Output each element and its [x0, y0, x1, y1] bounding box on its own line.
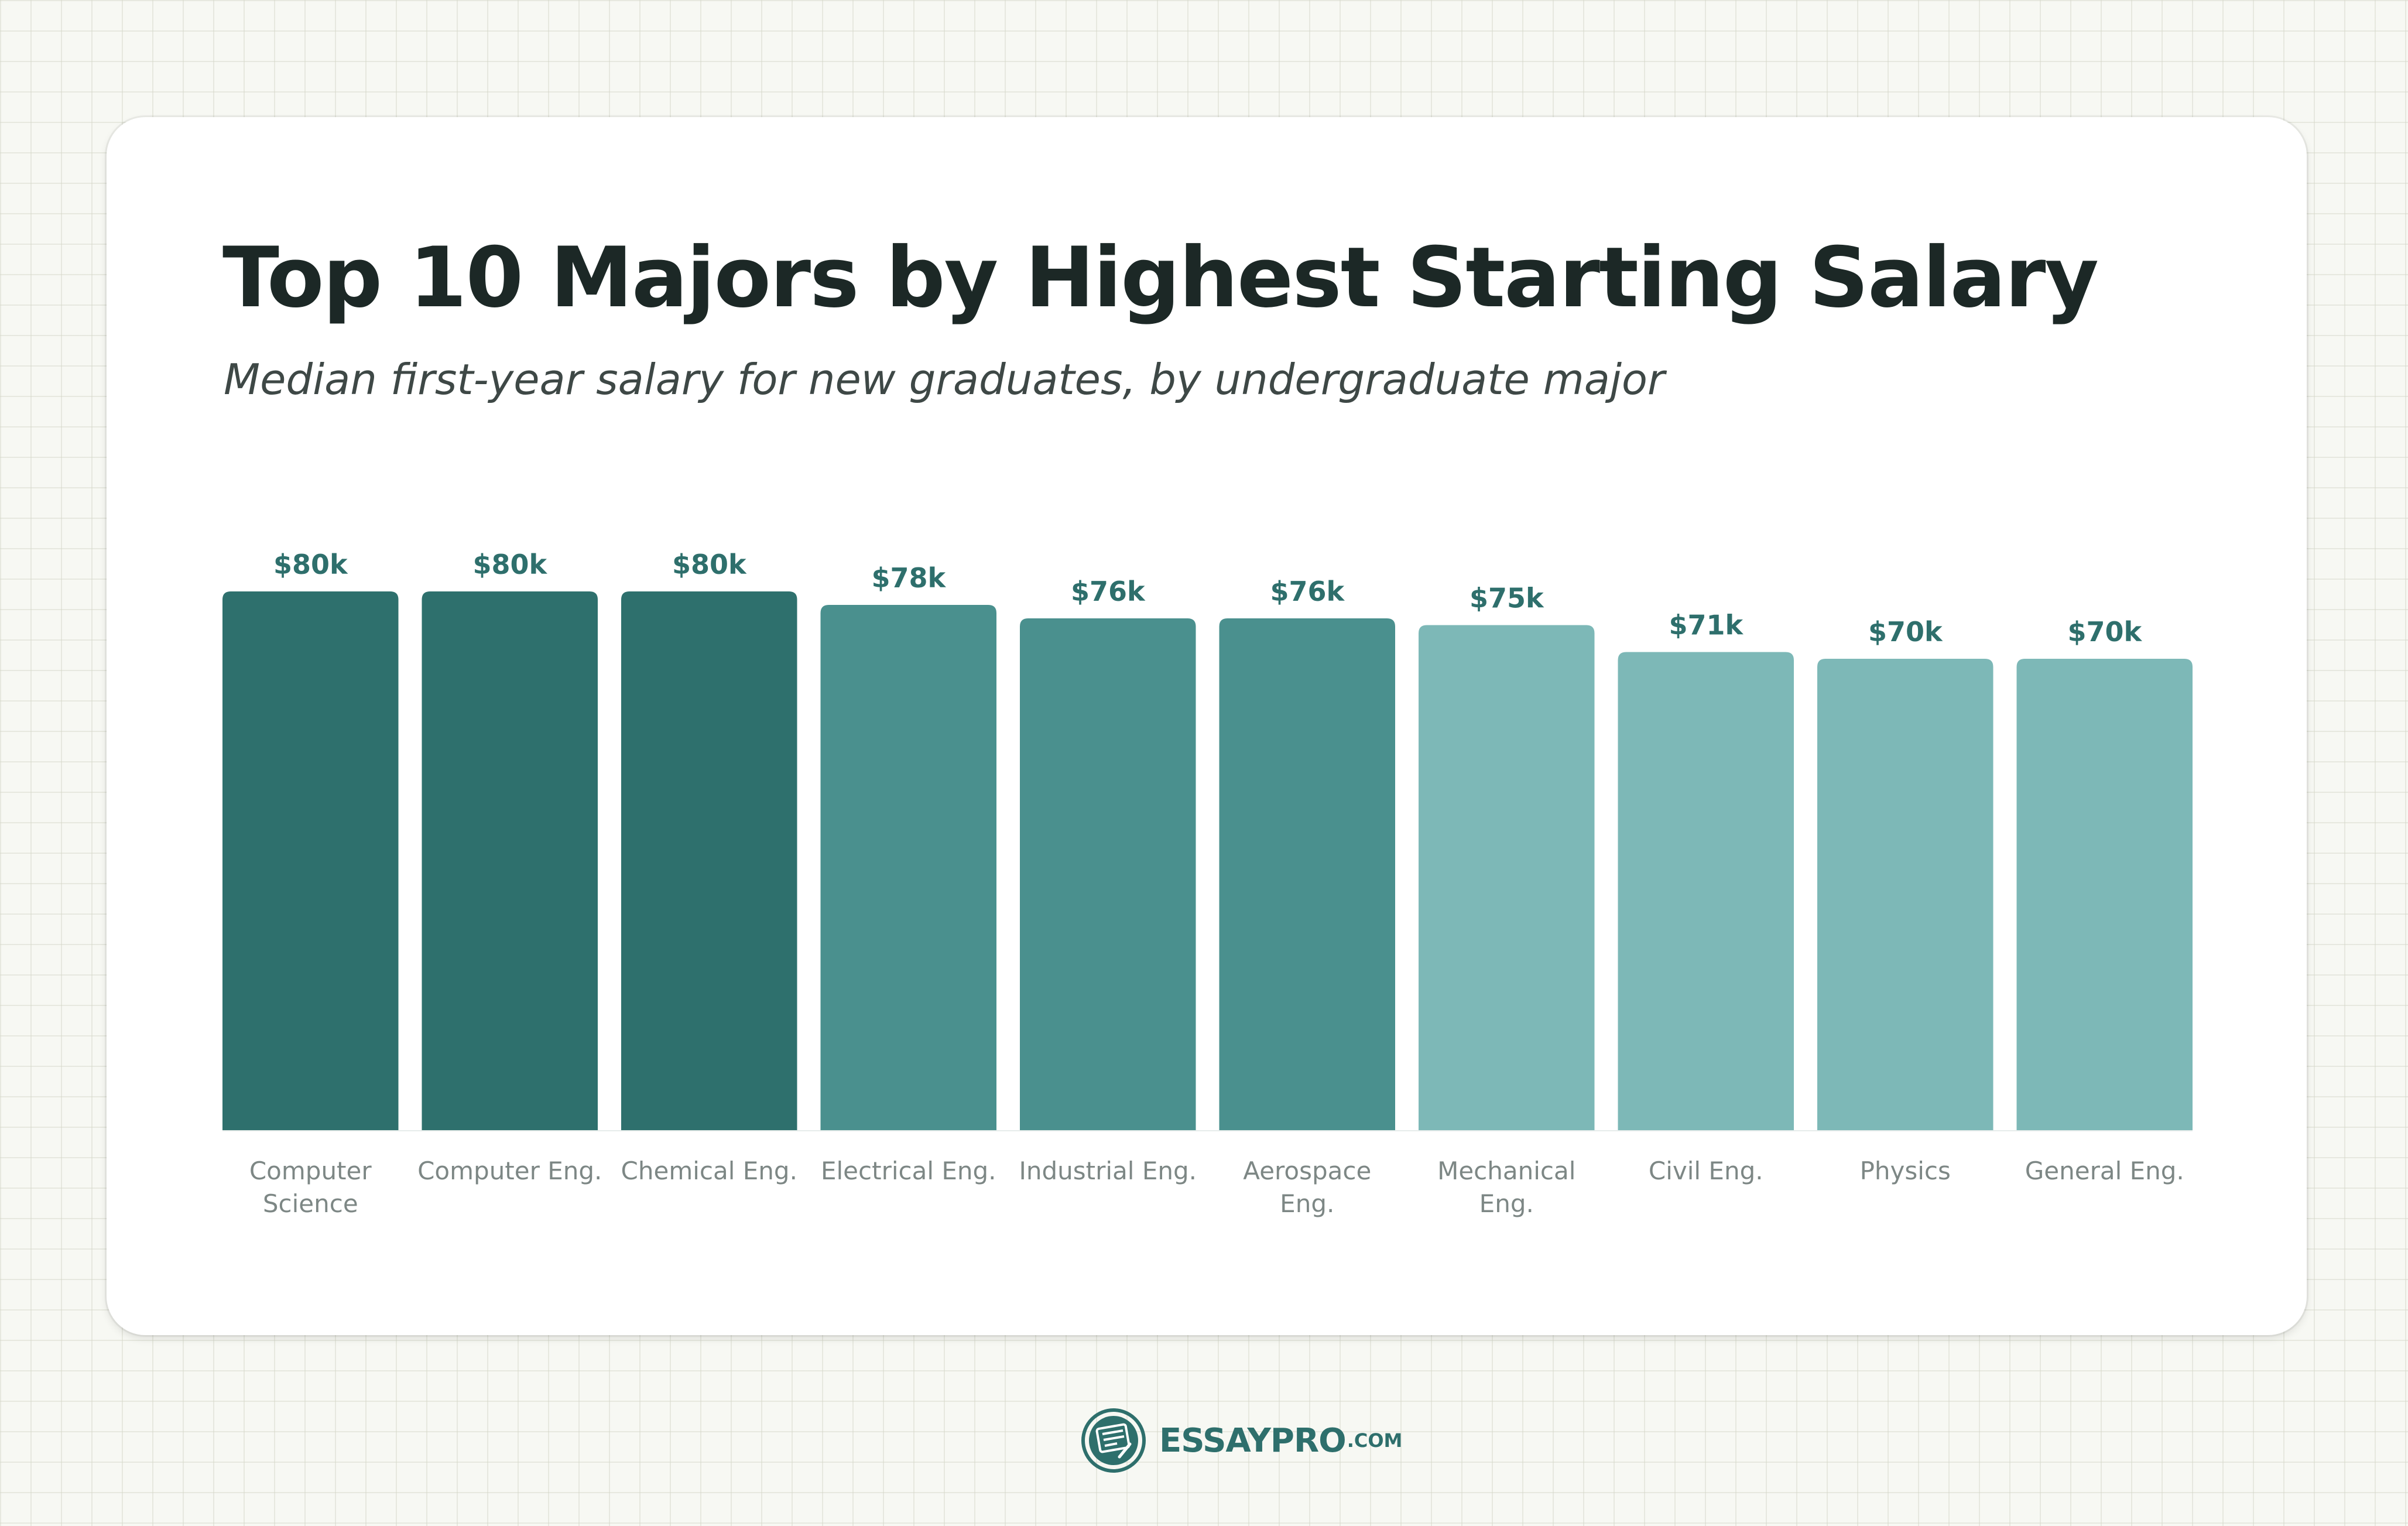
bar-value-label: $70k — [1868, 616, 1943, 648]
bar-value-label: $76k — [1071, 576, 1146, 607]
bar[interactable] — [2016, 659, 2193, 1130]
category-label: Chemical Eng. — [621, 1157, 797, 1185]
bar-value-label: $80k — [472, 549, 547, 580]
bar[interactable] — [621, 591, 797, 1130]
category-label: Civil Eng. — [1649, 1157, 1763, 1185]
bar-value-label: $71k — [1669, 610, 1744, 641]
document-pen-icon — [1081, 1408, 1146, 1473]
bar-value-label: $80k — [672, 549, 747, 580]
category-label: Aerospace Eng. — [1243, 1157, 1371, 1218]
bar-value-label: $78k — [871, 562, 946, 594]
category-label: Computer Science — [249, 1157, 372, 1218]
bar[interactable] — [222, 591, 399, 1130]
brand-footer[interactable]: ESSAYPRO .COM — [1081, 1405, 1402, 1476]
bar[interactable] — [422, 591, 598, 1130]
chart-subtitle: Median first-year salary for new graduat… — [224, 355, 1665, 404]
category-label: Computer Eng. — [417, 1157, 602, 1185]
bar[interactable] — [820, 605, 997, 1130]
bar[interactable] — [1419, 625, 1595, 1131]
category-label: Physics — [1860, 1157, 1951, 1185]
brand-suffix: .COM — [1347, 1429, 1403, 1452]
category-label: General Eng. — [2025, 1157, 2184, 1185]
category-label: Mechanical Eng. — [1437, 1157, 1575, 1218]
bar[interactable] — [1219, 618, 1396, 1130]
bar-value-label: $75k — [1470, 583, 1544, 614]
bar[interactable] — [1618, 652, 1794, 1131]
bar-value-label: $70k — [2067, 616, 2142, 648]
bar[interactable] — [1020, 618, 1196, 1130]
category-label: Electrical Eng. — [821, 1157, 996, 1185]
bar[interactable] — [1817, 659, 1993, 1130]
brand-name: ESSAYPRO — [1159, 1421, 1347, 1460]
bar-value-label: $80k — [273, 549, 348, 580]
bar-value-label: $76k — [1270, 576, 1345, 607]
category-label: Industrial Eng. — [1019, 1157, 1197, 1185]
chart-title: Top 10 Majors by Highest Starting Salary — [222, 230, 2099, 326]
